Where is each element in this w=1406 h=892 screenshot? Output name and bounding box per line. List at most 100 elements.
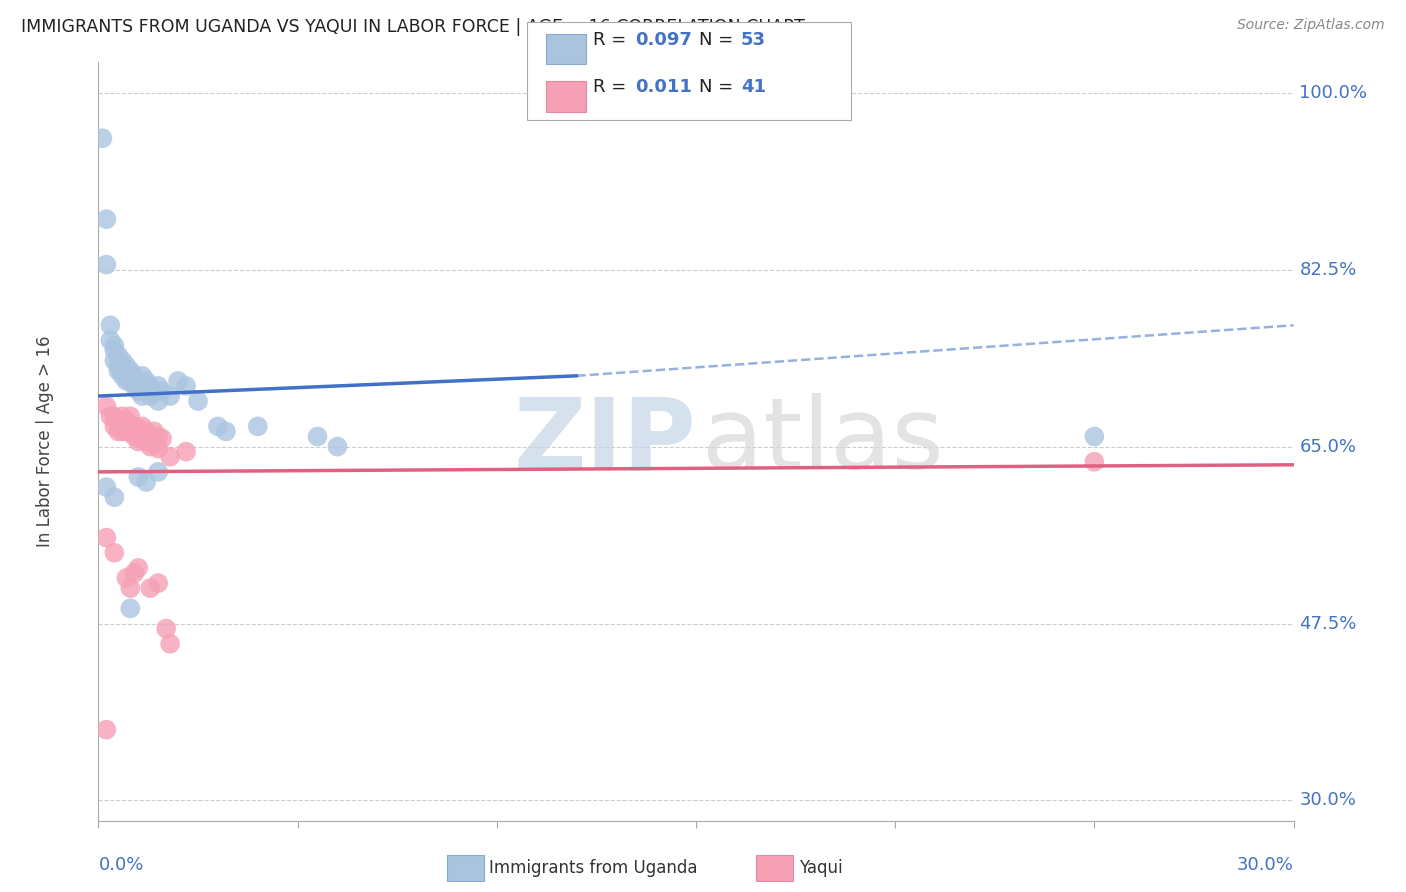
- Point: [159, 389, 181, 403]
- Point: [103, 353, 125, 368]
- Point: [167, 374, 190, 388]
- Point: [139, 389, 162, 403]
- Point: [111, 368, 134, 383]
- Point: [131, 419, 153, 434]
- Point: [148, 394, 170, 409]
- Point: [115, 359, 138, 373]
- Point: [150, 384, 173, 398]
- Point: [107, 359, 129, 373]
- Point: [98, 334, 122, 348]
- Text: 41: 41: [741, 78, 766, 96]
- Point: [124, 368, 146, 383]
- Point: [131, 389, 153, 403]
- Text: 82.5%: 82.5%: [1299, 260, 1357, 278]
- Point: [143, 437, 166, 451]
- Point: [120, 601, 142, 615]
- Point: [96, 723, 118, 737]
- Point: [135, 434, 157, 449]
- Point: [107, 414, 129, 428]
- Point: [159, 450, 181, 464]
- Point: [124, 566, 146, 580]
- Point: [215, 425, 238, 439]
- Point: [155, 622, 177, 636]
- Point: [120, 581, 142, 595]
- Point: [98, 409, 122, 424]
- Point: [131, 368, 153, 383]
- Text: N =: N =: [699, 78, 738, 96]
- Point: [148, 465, 170, 479]
- Point: [135, 374, 157, 388]
- Text: ZIP: ZIP: [513, 393, 696, 490]
- Point: [139, 429, 162, 443]
- Text: 30.0%: 30.0%: [1299, 791, 1357, 809]
- Point: [111, 409, 134, 424]
- Point: [115, 368, 138, 383]
- Point: [1083, 429, 1105, 443]
- Text: 47.5%: 47.5%: [1299, 615, 1357, 632]
- Point: [127, 384, 149, 398]
- Point: [98, 318, 122, 333]
- Point: [148, 429, 170, 443]
- Point: [120, 425, 142, 439]
- Text: 100.0%: 100.0%: [1299, 84, 1368, 102]
- Point: [111, 364, 134, 378]
- Text: 53: 53: [741, 31, 766, 49]
- Text: 65.0%: 65.0%: [1299, 438, 1357, 456]
- Text: 0.097: 0.097: [636, 31, 692, 49]
- Point: [150, 432, 173, 446]
- Point: [148, 576, 170, 591]
- Point: [115, 374, 138, 388]
- Point: [120, 409, 142, 424]
- Text: 0.0%: 0.0%: [98, 856, 143, 874]
- Point: [139, 440, 162, 454]
- Point: [207, 419, 229, 434]
- Text: R =: R =: [593, 78, 633, 96]
- Text: R =: R =: [593, 31, 633, 49]
- Point: [120, 364, 142, 378]
- Text: 0.011: 0.011: [636, 78, 692, 96]
- Point: [174, 379, 197, 393]
- Point: [124, 429, 146, 443]
- Point: [143, 425, 166, 439]
- Point: [115, 425, 138, 439]
- Point: [246, 419, 269, 434]
- Point: [103, 409, 125, 424]
- Point: [111, 353, 134, 368]
- Point: [111, 425, 134, 439]
- Text: IMMIGRANTS FROM UGANDA VS YAQUI IN LABOR FORCE | AGE > 16 CORRELATION CHART: IMMIGRANTS FROM UGANDA VS YAQUI IN LABOR…: [21, 18, 806, 36]
- Point: [103, 338, 125, 352]
- Point: [139, 581, 162, 595]
- Point: [124, 419, 146, 434]
- Text: 30.0%: 30.0%: [1237, 856, 1294, 874]
- Point: [107, 349, 129, 363]
- Point: [103, 419, 125, 434]
- Point: [91, 131, 114, 145]
- Point: [96, 212, 118, 227]
- Point: [159, 637, 181, 651]
- Point: [124, 379, 146, 393]
- Point: [96, 480, 118, 494]
- Point: [96, 258, 118, 272]
- Text: atlas: atlas: [702, 393, 943, 490]
- Point: [187, 394, 209, 409]
- Point: [139, 379, 162, 393]
- Point: [103, 546, 125, 560]
- Point: [135, 475, 157, 489]
- Point: [135, 425, 157, 439]
- Point: [107, 425, 129, 439]
- Text: Yaqui: Yaqui: [799, 859, 842, 877]
- Text: Source: ZipAtlas.com: Source: ZipAtlas.com: [1237, 18, 1385, 32]
- Point: [174, 444, 197, 458]
- Point: [1083, 455, 1105, 469]
- Point: [96, 531, 118, 545]
- Point: [103, 490, 125, 504]
- Point: [115, 571, 138, 585]
- Point: [326, 440, 349, 454]
- Text: In Labor Force | Age > 16: In Labor Force | Age > 16: [35, 335, 53, 548]
- Point: [127, 421, 149, 435]
- Point: [127, 561, 149, 575]
- Point: [115, 414, 138, 428]
- Point: [107, 364, 129, 378]
- Point: [103, 343, 125, 358]
- Text: Immigrants from Uganda: Immigrants from Uganda: [489, 859, 697, 877]
